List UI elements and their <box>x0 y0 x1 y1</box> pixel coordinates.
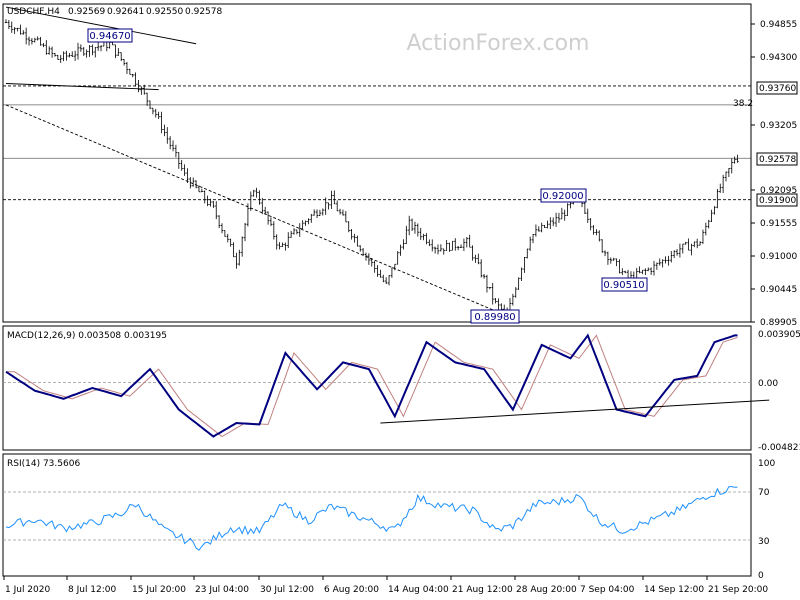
level-label-box-2 <box>756 152 798 166</box>
rsi-tick-label: 0 <box>758 571 764 581</box>
annotation-box-high <box>87 28 133 43</box>
annotation-box-resistance <box>540 188 587 203</box>
rsi-tick-label: 70 <box>758 488 770 498</box>
time-tick-label: 7 Sep 04:00 <box>580 585 635 595</box>
price-trendline-1 <box>5 83 159 91</box>
price-tick-label: 0.91000 <box>760 252 797 262</box>
level-label-box-0 <box>756 81 798 95</box>
time-tick-label: 30 Jul 12:00 <box>260 585 314 595</box>
ohlc-low: 0.92550 <box>146 7 183 17</box>
price-tick-label: 0.94855 <box>760 20 797 30</box>
fib-label: 38.2 <box>733 99 753 109</box>
annotation-support: 0.90510 <box>603 280 644 291</box>
time-tick-label: 15 Jul 20:00 <box>132 585 186 595</box>
annotation-low: 0.89980 <box>474 312 515 323</box>
macd-tick-label: 0.003905 <box>758 330 800 340</box>
price-panel-title: USDCHF,H4 <box>7 7 60 17</box>
rsi-tick-label: 100 <box>758 459 775 469</box>
time-tick-label: 14 Aug 04:00 <box>388 585 449 595</box>
rsi-tick-label: 30 <box>758 537 770 547</box>
rsi-line <box>5 486 738 551</box>
rsi-layer <box>3 486 751 551</box>
annotation-box-support <box>601 277 648 292</box>
time-tick-label: 8 Jul 12:00 <box>68 585 117 595</box>
level-label-3: 0.91900 <box>759 196 796 206</box>
level-label-box-3 <box>756 193 798 207</box>
time-tick-label: 23 Jul 04:00 <box>195 585 249 595</box>
macd-panel-title: MACD(12,26,9) 0.003508 0.003195 <box>7 331 167 341</box>
price-trendline-0 <box>5 6 197 45</box>
macd-layer <box>3 333 770 438</box>
price-tick-label: 0.90445 <box>760 285 797 295</box>
ohlc-open: 0.92569 <box>68 7 105 17</box>
watermark: ActionForex.com <box>407 31 590 56</box>
macd-signal-line <box>6 334 738 438</box>
time-tick-label: 1 Jul 2020 <box>5 585 50 595</box>
macd-line <box>5 333 738 438</box>
price-tick-label: 0.91555 <box>760 219 797 229</box>
rsi-panel-title: RSI(14) 73.5606 <box>7 459 80 469</box>
price-tick-label: 0.93205 <box>760 121 797 131</box>
price-tick-label: 0.89905 <box>760 318 797 328</box>
price-trendline-2 <box>5 104 511 318</box>
ohlc-close: 0.92578 <box>185 7 222 17</box>
price-tick-label: 0.94300 <box>760 53 797 63</box>
rsi-panel-frame <box>2 453 752 577</box>
time-tick-label: 28 Aug 20:00 <box>516 585 577 595</box>
price-panel-frame <box>2 3 752 323</box>
price-tick-label: 0.92095 <box>760 186 797 196</box>
axis-layer: 0.94855 0.94300 0.93205 0.92095 0.91555 0.910… <box>3 20 800 595</box>
annotation-resistance: 0.92000 <box>542 191 583 202</box>
annotation-box-low <box>470 309 520 324</box>
macd-tick-label: 0.00 <box>758 379 778 389</box>
ohlc-high: 0.92641 <box>107 7 144 17</box>
macd-trendline <box>380 399 770 424</box>
macd-tick-label: -0.004821 <box>758 443 800 453</box>
annotation-high: 0.94670 <box>89 31 130 42</box>
time-tick-label: 6 Aug 20:00 <box>324 585 379 595</box>
price-layer <box>3 6 751 318</box>
level-label-2: 0.92578 <box>759 155 796 165</box>
time-tick-label: 21 Aug 12:00 <box>452 585 513 595</box>
time-tick-label: 14 Sep 12:00 <box>644 585 704 595</box>
macd-panel-frame <box>2 325 752 451</box>
level-label-0: 0.93760 <box>759 84 796 94</box>
time-tick-label: 21 Sep 20:00 <box>708 585 768 595</box>
